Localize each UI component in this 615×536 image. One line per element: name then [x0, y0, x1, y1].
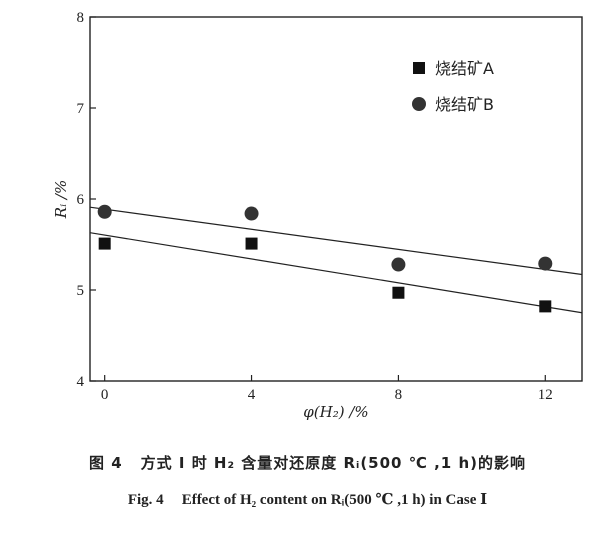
- y-tick-label: 8: [77, 10, 85, 26]
- y-tick-label: 5: [77, 283, 85, 299]
- circle-marker: [391, 257, 406, 272]
- legend-label: 烧结矿B: [435, 95, 494, 114]
- legend-square-marker: [413, 62, 425, 74]
- x-tick-label: 4: [248, 387, 256, 403]
- data-markers: [97, 204, 553, 313]
- y-tick-label: 7: [77, 101, 85, 117]
- square-marker: [98, 237, 111, 250]
- fit-line-series-1: [89, 232, 583, 314]
- x-axis-label: φ(H₂) /%: [303, 403, 368, 421]
- caption-chinese: 图 4 方式 Ⅰ 时 H₂ 含量对还原度 Rᵢ(500 ℃ ,1 h)的影响: [0, 452, 615, 473]
- circle-marker: [538, 256, 553, 271]
- y-tick-label: 6: [77, 192, 85, 208]
- y-tick-label: 4: [77, 374, 85, 390]
- fit-line-series-2: [89, 206, 583, 276]
- fit-lines: [89, 206, 583, 314]
- circle-marker: [97, 204, 112, 219]
- square-marker: [539, 300, 552, 313]
- caption-english: Fig. 4 Effect of H₂ content on Rᵢ(500 ℃ ,…: [0, 490, 615, 509]
- x-tick-label: 0: [101, 387, 109, 403]
- y-axis-label: Rᵢ /%: [52, 180, 70, 219]
- legend-label: 烧结矿A: [435, 59, 494, 78]
- caption-en-label: Fig. 4: [127, 492, 164, 508]
- x-tick-label: 12: [538, 387, 553, 403]
- plot-frame: [89, 16, 583, 382]
- circle-marker: [244, 206, 259, 221]
- square-marker: [392, 286, 405, 299]
- caption-cn-text: 方式 Ⅰ 时 H₂ 含量对还原度 Rᵢ(500 ℃ ,1 h)的影响: [140, 454, 526, 472]
- caption-en-text: Effect of H₂ content on Rᵢ(500 ℃ ,1 h) i…: [181, 492, 488, 508]
- legend-circle-marker: [412, 97, 426, 111]
- x-tick-label: 8: [395, 387, 403, 403]
- square-marker: [245, 237, 258, 250]
- legend: 烧结矿A 烧结矿B: [412, 59, 494, 114]
- caption-cn-label: 图 4: [89, 454, 123, 472]
